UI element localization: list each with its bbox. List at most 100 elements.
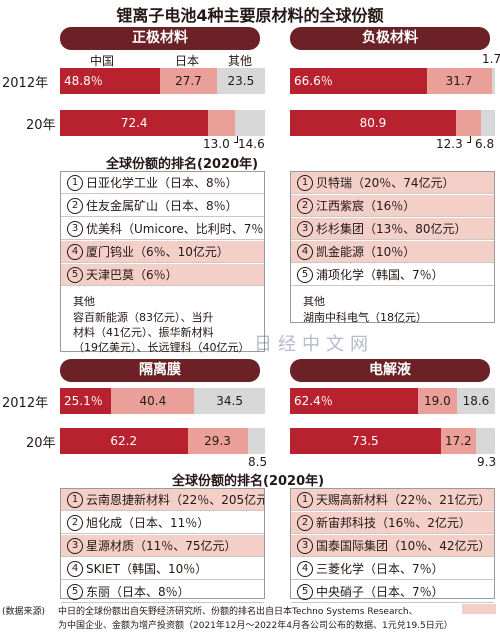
rank-text: 凯金能源（10％） — [316, 245, 416, 259]
highlight-swatch — [462, 604, 496, 614]
watermark: 日经中文网 — [254, 334, 374, 355]
cathode-2020-other-label: 14.6 — [238, 137, 265, 151]
cathode-title-pill: 正极材料 — [60, 27, 260, 50]
anode-bar-other-segment — [481, 110, 495, 136]
electrolyte-ranking-row: 1 天赐高新材料（22％、21亿元） — [291, 489, 494, 511]
separator-bar-japan-segment: 40.4 — [111, 388, 195, 414]
rank-text: 杉杉集团（13％、80亿元） — [316, 222, 467, 236]
cathode-others-line: （19亿美元）、长远锂科（40亿元） — [73, 341, 250, 354]
rank-text: 旭化成（日本、11％） — [86, 516, 210, 530]
separator-bar-china-segment: 25.1％ — [60, 388, 112, 414]
anode-2012-other-label: 1.7 — [482, 52, 500, 66]
cathode-2020-japan-label: 13.0 — [203, 137, 230, 151]
rank-number: 4 — [67, 560, 83, 577]
rank-text: 厦门钨业（6％、10亿元） — [86, 245, 229, 259]
rank-text: 贝特瑞（20％、74亿元） — [316, 176, 455, 190]
anode-title-pill: 负极材料 — [290, 27, 490, 50]
separator-bar-2020: 62.2 29.3 — [60, 428, 265, 454]
separator-title-pill: 隔离膜 — [60, 359, 260, 382]
bottom-year-2012: 2012年 — [2, 396, 49, 411]
rank-text: 天赐高新材料（22％、21亿元） — [316, 493, 491, 507]
cathode-others-line: 容百新能源（83亿元）、当升 — [73, 311, 214, 324]
cathode-ranking-row: 1 日亚化学工业（日本、8％） — [61, 172, 264, 194]
cathode-ranking-row: 2 住友金属矿山（日本、8％） — [61, 195, 264, 217]
separator-ranking-row: 5 东丽（日本、8％） — [61, 581, 264, 603]
separator-ranking-row: 4 SKIET（韩国、10％） — [61, 558, 264, 580]
cathode-ranking-box: 1 日亚化学工业（日本、8％） 2 住友金属矿山（日本、8％） 3 优美科（Umicore… — [60, 171, 265, 354]
rank-text: 云南恩捷新材料（22％、205亿元） — [86, 493, 264, 507]
electrolyte-ranking-row: 5 中央硝子（日本、7％） — [291, 581, 494, 603]
legend-japan-label: 日本 — [175, 54, 200, 68]
cathode-bar-china-segment: 48.8％ — [60, 68, 161, 94]
rank-number: 3 — [67, 537, 83, 554]
bottom-year-2020: 20年 — [26, 436, 56, 451]
rank-number: 5 — [67, 583, 83, 600]
page-title: 锂离子电池4种主要原材料的全球份额 — [116, 6, 384, 25]
rank-text: 住友金属矿山（日本、8％） — [86, 199, 238, 213]
electrolyte-bar-other-segment: 18.6 — [456, 388, 495, 414]
anode-ranking-row: 5 浦项化学（韩国、7％） — [291, 264, 494, 286]
anode-bar-china-segment: 80.9 — [290, 110, 456, 136]
rank-number: 3 — [67, 220, 83, 237]
cathode-ranking-row: 3 优美科（Umicore、比利时、7％） — [61, 218, 264, 240]
cathode-ranking-row: 5 天津巴莫（6％） — [61, 264, 264, 286]
anode-2020-other-label: 6.8 — [475, 137, 495, 151]
separator-bar-japan-segment: 29.3 — [187, 428, 248, 454]
rank-number: 4 — [297, 560, 313, 577]
anode-ranking-box: 1 贝特瑞（20％、74亿元） 2 江西紫宸（16％） 3 杉杉集团（13％、80亿元） 4… — [290, 171, 495, 324]
cathode-bar-2012: 48.8％ 27.7 23.5 — [60, 68, 265, 94]
rank-number: 2 — [67, 514, 83, 531]
cathode-bar-japan-segment: 27.7 — [160, 68, 217, 94]
separator-ranking-row: 2 旭化成（日本、11％） — [61, 512, 264, 534]
rank-text: SKIET（韩国、10％） — [86, 562, 208, 576]
cathode-bar-other-segment — [235, 110, 265, 136]
cathode-japan-callout — [234, 136, 238, 143]
rank-text: 东丽（日本、8％） — [86, 585, 190, 599]
electrolyte-2020-other-label: 9.3 — [477, 455, 497, 469]
anode-bar-other-segment — [491, 68, 495, 94]
electrolyte-bar-2012: 62.4％ 19.0 18.6 — [290, 388, 495, 414]
separator-ranking-row: 1 云南恩捷新材料（22％、205亿元） — [61, 489, 264, 511]
electrolyte-ranking-row: 3 国泰国际集团（10％、42亿元） — [291, 535, 494, 557]
electrolyte-title-pill: 电解液 — [290, 359, 490, 382]
rank-text: 国泰国际集团（10％、42亿元） — [316, 539, 491, 553]
cathode-bar-japan-segment — [208, 110, 236, 136]
rank-number: 1 — [67, 174, 83, 191]
anode-ranking-row: 1 贝特瑞（20％、74亿元） — [291, 172, 494, 194]
anode-bar-2020: 80.9 — [290, 110, 495, 136]
top-year-2012: 2012年 — [2, 76, 49, 91]
cathode-bar-other-segment: 23.5 — [216, 68, 265, 94]
legend-other-label: 其他 — [228, 54, 253, 68]
rank-number: 1 — [297, 174, 313, 191]
anode-bar-china-segment: 66.6％ — [290, 68, 427, 94]
cathode-others-line: 材料（41亿元）、振华新材料 — [73, 326, 214, 339]
anode-ranking-row: 2 江西紫宸（16％） — [291, 195, 494, 217]
top-year-2020: 20年 — [26, 118, 56, 133]
rank-number: 2 — [297, 514, 313, 531]
rank-number: 1 — [297, 491, 313, 508]
rank-number: 2 — [297, 197, 313, 214]
anode-ranking-row: 4 凯金能源（10％） — [291, 241, 494, 263]
electrolyte-bar-china-segment: 62.4％ — [290, 388, 418, 414]
rank-number: 1 — [67, 491, 83, 508]
footer-source-label: (数据来源) — [2, 607, 46, 617]
cathode-others-head: 其他 — [73, 295, 95, 308]
cathode-bar-china-segment: 72.4 — [60, 110, 209, 136]
rank-text: 江西紫宸（16％） — [316, 199, 416, 213]
top-ranking-title: 全球份额的排名(2020年) — [106, 157, 259, 172]
rank-text: 天津巴莫（6％） — [86, 268, 178, 282]
anode-2020-japan-label: 12.3 — [436, 137, 463, 151]
anode-ranking-row: 3 杉杉集团（13％、80亿元） — [291, 218, 494, 240]
separator-ranking-row: 3 星源材质（11％、75亿元） — [61, 535, 264, 557]
rank-number: 5 — [297, 583, 313, 600]
cathode-ranking-row: 4 厦门钨业（6％、10亿元） — [61, 241, 264, 263]
rank-text: 三菱化学（日本、7％） — [316, 562, 444, 576]
separator-bar-other-segment — [247, 428, 265, 454]
rank-number: 5 — [67, 266, 83, 283]
footer-line-1: 中日的全球份额出自矢野经济研究所、份额的排名出自日本Techno Systems… — [58, 607, 418, 617]
rank-number: 5 — [297, 266, 313, 283]
rank-number: 4 — [67, 243, 83, 260]
electrolyte-bar-china-segment: 73.5 — [290, 428, 441, 454]
anode-others-head: 其他 — [303, 295, 325, 308]
rank-text: 日亚化学工业（日本、8％） — [86, 176, 238, 190]
